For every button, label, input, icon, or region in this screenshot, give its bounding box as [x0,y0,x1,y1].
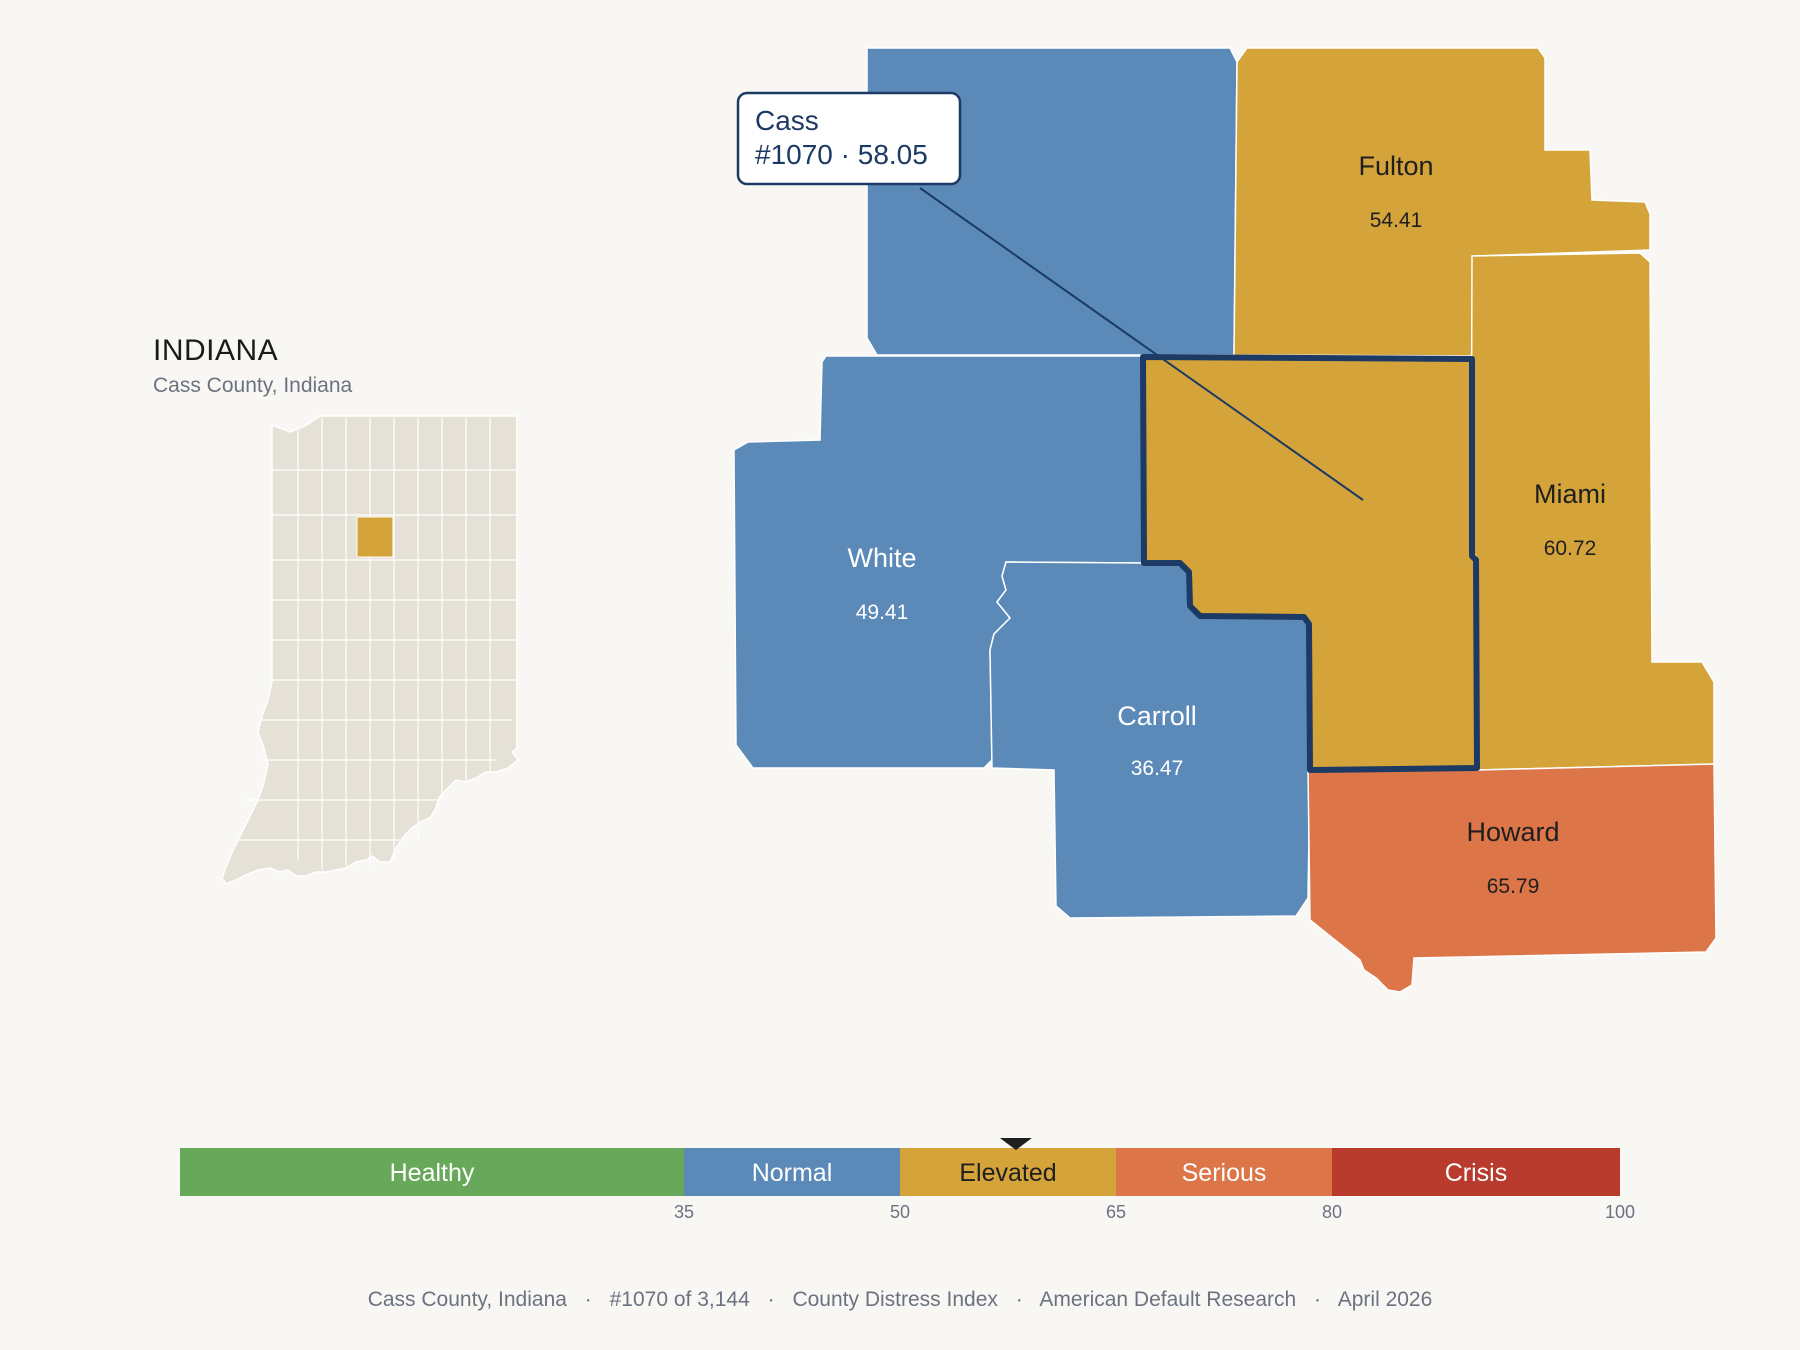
label-miami-name: Miami [1534,479,1606,509]
legend-tick-35: 35 [674,1202,694,1222]
footer-separator: · [585,1288,592,1311]
label-miami-value: 60.72 [1544,537,1597,560]
legend-label-elevated: Elevated [959,1159,1056,1187]
distress-scale-legend: Healthy Normal Elevated Serious Crisis 35 50 6… [180,1138,1635,1222]
footer-date: April 2026 [1338,1288,1433,1311]
legend-band-serious [1116,1148,1332,1196]
legend-marker-triangle [999,1138,1032,1150]
label-carroll-value: 36.47 [1131,757,1184,780]
legend-band-elevated [900,1148,1116,1196]
footer-separator: · [768,1288,775,1311]
state-title: INDIANA [153,334,278,367]
callout-box [736,91,962,186]
legend-label-healthy: Healthy [390,1159,475,1187]
label-howard-name: Howard [1466,817,1559,847]
footer-separator: · [1016,1288,1023,1311]
legend-band-normal [684,1148,900,1196]
legend-tick-50: 50 [890,1202,910,1222]
county-cass[interactable] [1140,354,1480,773]
state-subtitle: Cass County, Indiana [153,374,353,397]
label-howard-value: 65.79 [1487,875,1540,898]
footer-separator: · [1314,1288,1321,1311]
legend-tick-100: 100 [1605,1202,1635,1222]
county-map [733,47,1717,993]
indiana-locator-map [221,415,520,885]
callout-leader-line [919,187,1364,501]
cass-county-locator [356,516,394,558]
legend-label-serious: Serious [1182,1159,1267,1187]
label-carroll-name: Carroll [1117,701,1197,731]
legend-label-crisis: Crisis [1445,1159,1508,1187]
label-white-value: 49.41 [856,601,909,624]
legend-label-normal: Normal [752,1159,833,1187]
footer-index-name: County Distress Index [792,1288,998,1311]
legend-tick-65: 65 [1106,1202,1126,1222]
label-fulton-value: 54.41 [1370,209,1423,232]
county-howard[interactable] [1307,763,1717,993]
legend-band-healthy [180,1148,684,1196]
label-fulton-name: Fulton [1358,151,1433,181]
footer-attribution: Cass County, Indiana · #1070 of 3,144 · … [368,1288,1433,1311]
footer-source: American Default Research [1039,1288,1296,1311]
legend-band-crisis [1332,1148,1620,1196]
indiana-county-lines [236,418,517,870]
footer-location: Cass County, Indiana [368,1288,568,1311]
label-white-name: White [847,543,916,573]
footer-rank: #1070 of 3,144 [610,1288,750,1311]
callout-county-name: Cass [755,105,819,136]
callout-rank-score: #1070 · 58.05 [755,139,928,170]
legend-tick-80: 80 [1322,1202,1342,1222]
county-miami[interactable] [1470,252,1715,771]
